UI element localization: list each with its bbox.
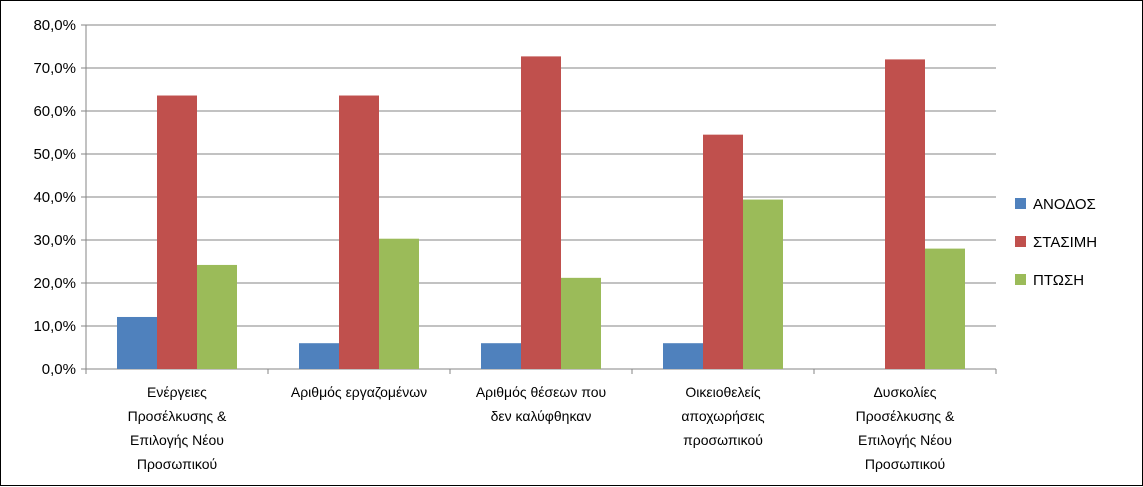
x-category-label: Ενέργειες Προσέλκυσης & Επιλογής Νέου Προσω… bbox=[128, 384, 227, 472]
y-tick-label: 20,0% bbox=[33, 275, 76, 292]
legend-label-στασιμη: ΣΤΑΣΙΜΗ bbox=[1033, 234, 1097, 251]
bar-στασιμη bbox=[157, 95, 197, 370]
y-tick-label: 50,0% bbox=[33, 146, 76, 163]
y-tick-label: 80,0% bbox=[33, 17, 76, 34]
legend-swatch-στασιμη bbox=[1015, 236, 1026, 247]
bar-ανοδος bbox=[117, 316, 157, 369]
y-tick-label: 70,0% bbox=[33, 60, 76, 77]
y-tick-label: 40,0% bbox=[33, 189, 76, 206]
bar-ανοδος bbox=[663, 343, 703, 369]
y-tick-label: 30,0% bbox=[33, 232, 76, 249]
y-tick-label: 10,0% bbox=[33, 318, 76, 335]
y-tick-label: 60,0% bbox=[33, 103, 76, 120]
bar-πτωση bbox=[743, 199, 783, 369]
x-category-label: Αριθμός εργαζομένων bbox=[291, 384, 427, 400]
bar-ανοδος bbox=[481, 343, 521, 369]
bar-στασιμη bbox=[521, 56, 561, 369]
bar-στασιμη bbox=[339, 95, 379, 370]
legend-label-ανοδος: ΑΝΟΔΟΣ bbox=[1033, 196, 1096, 213]
bar-στασιμη bbox=[703, 134, 743, 369]
bar-πτωση bbox=[379, 238, 419, 369]
x-category-label: Δυσκολίες Προσέλκυσης & Επιλογής Νέου Προσω… bbox=[856, 384, 955, 472]
bar-στασιμη bbox=[885, 59, 925, 370]
legend-label-πτωση: ΠΤΩΣΗ bbox=[1033, 272, 1084, 289]
bar-πτωση bbox=[197, 264, 237, 369]
x-category-label: Αριθμός θέσεων που δεν καλύφθηκαν bbox=[476, 384, 606, 424]
bar-ανοδος bbox=[299, 343, 339, 369]
bar-πτωση bbox=[925, 248, 965, 369]
legend-swatch-ανοδος bbox=[1015, 198, 1026, 209]
legend-swatch-πτωση bbox=[1015, 274, 1026, 285]
y-tick-label: 0,0% bbox=[42, 361, 76, 378]
x-category-label: Οικειοθελείς αποχωρήσεις προσωπικού bbox=[681, 384, 765, 448]
bar-πτωση bbox=[561, 277, 601, 369]
